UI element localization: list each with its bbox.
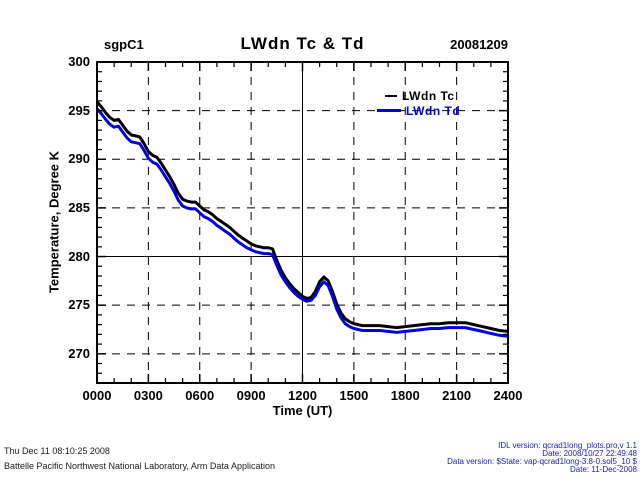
legend-label-tc: LWdn Tc (402, 88, 455, 103)
y-tick-label: 290 (68, 151, 90, 167)
data-version-line: Data version: $State: vap-qcrad1long-3.8… (447, 457, 637, 466)
data-date-line: Date: 11-Dec-2008 (570, 465, 637, 474)
x-tick-label: 1200 (288, 388, 317, 403)
x-tick-label: 2100 (442, 388, 472, 403)
y-tick-label: 285 (68, 199, 90, 215)
footer-left-stamp: Thu Dec 11 08:10:25 2008 Battelle Pacifi… (4, 444, 275, 474)
x-tick-label: 0000 (82, 388, 112, 403)
footer-right-stamp: IDL version: qcrad1long_plots.pro,v 1.1 … (447, 442, 637, 474)
creation-timestamp: Thu Dec 11 08:10:25 2008 (4, 446, 110, 456)
tc-line-sample (385, 94, 397, 97)
legend-row-td: LWdn Td (377, 103, 460, 118)
x-tick-label: 0600 (185, 388, 215, 403)
legend-row-tc: LWdn Tc (377, 88, 460, 103)
y-tick-label: 275 (68, 297, 90, 313)
x-tick-label: 0900 (236, 388, 266, 403)
x-tick-label: 2400 (493, 388, 523, 403)
y-tick-label: 280 (68, 248, 90, 264)
organization-line: Battelle Pacific Northwest National Labo… (4, 461, 275, 471)
site-label: sgpC1 (104, 37, 144, 52)
y-tick-label: 270 (68, 345, 90, 361)
y-axis-title: Temperature, Degree K (46, 150, 62, 294)
x-tick-label: 1500 (339, 388, 369, 403)
series-curve-tc (95, 100, 509, 333)
legend: LWdn Tc LWdn Td (377, 88, 460, 118)
legend-label-td: LWdn Td (406, 103, 461, 118)
y-tick-label: 295 (68, 102, 90, 118)
date-label: 20081209 (450, 37, 508, 52)
idl-version-line: IDL version: qcrad1long_plots.pro,v 1.1 (498, 441, 637, 450)
page-title: LWdn Tc & Td (240, 34, 365, 53)
x-tick-label: 1800 (390, 388, 420, 403)
series-curve-td (95, 107, 509, 338)
idl-date-line: Date: 2008/10/27 22:49:48 (542, 449, 637, 458)
x-tick-label: 0300 (133, 388, 163, 403)
x-axis-title: Time (UT) (272, 403, 333, 418)
y-tick-label: 300 (68, 54, 90, 69)
td-line-sample (377, 109, 401, 112)
